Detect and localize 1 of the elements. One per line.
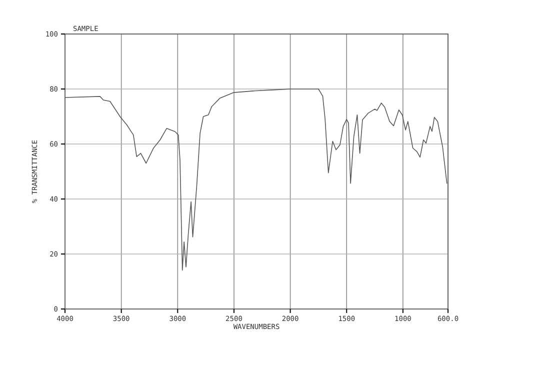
line-series: [64, 88, 448, 271]
